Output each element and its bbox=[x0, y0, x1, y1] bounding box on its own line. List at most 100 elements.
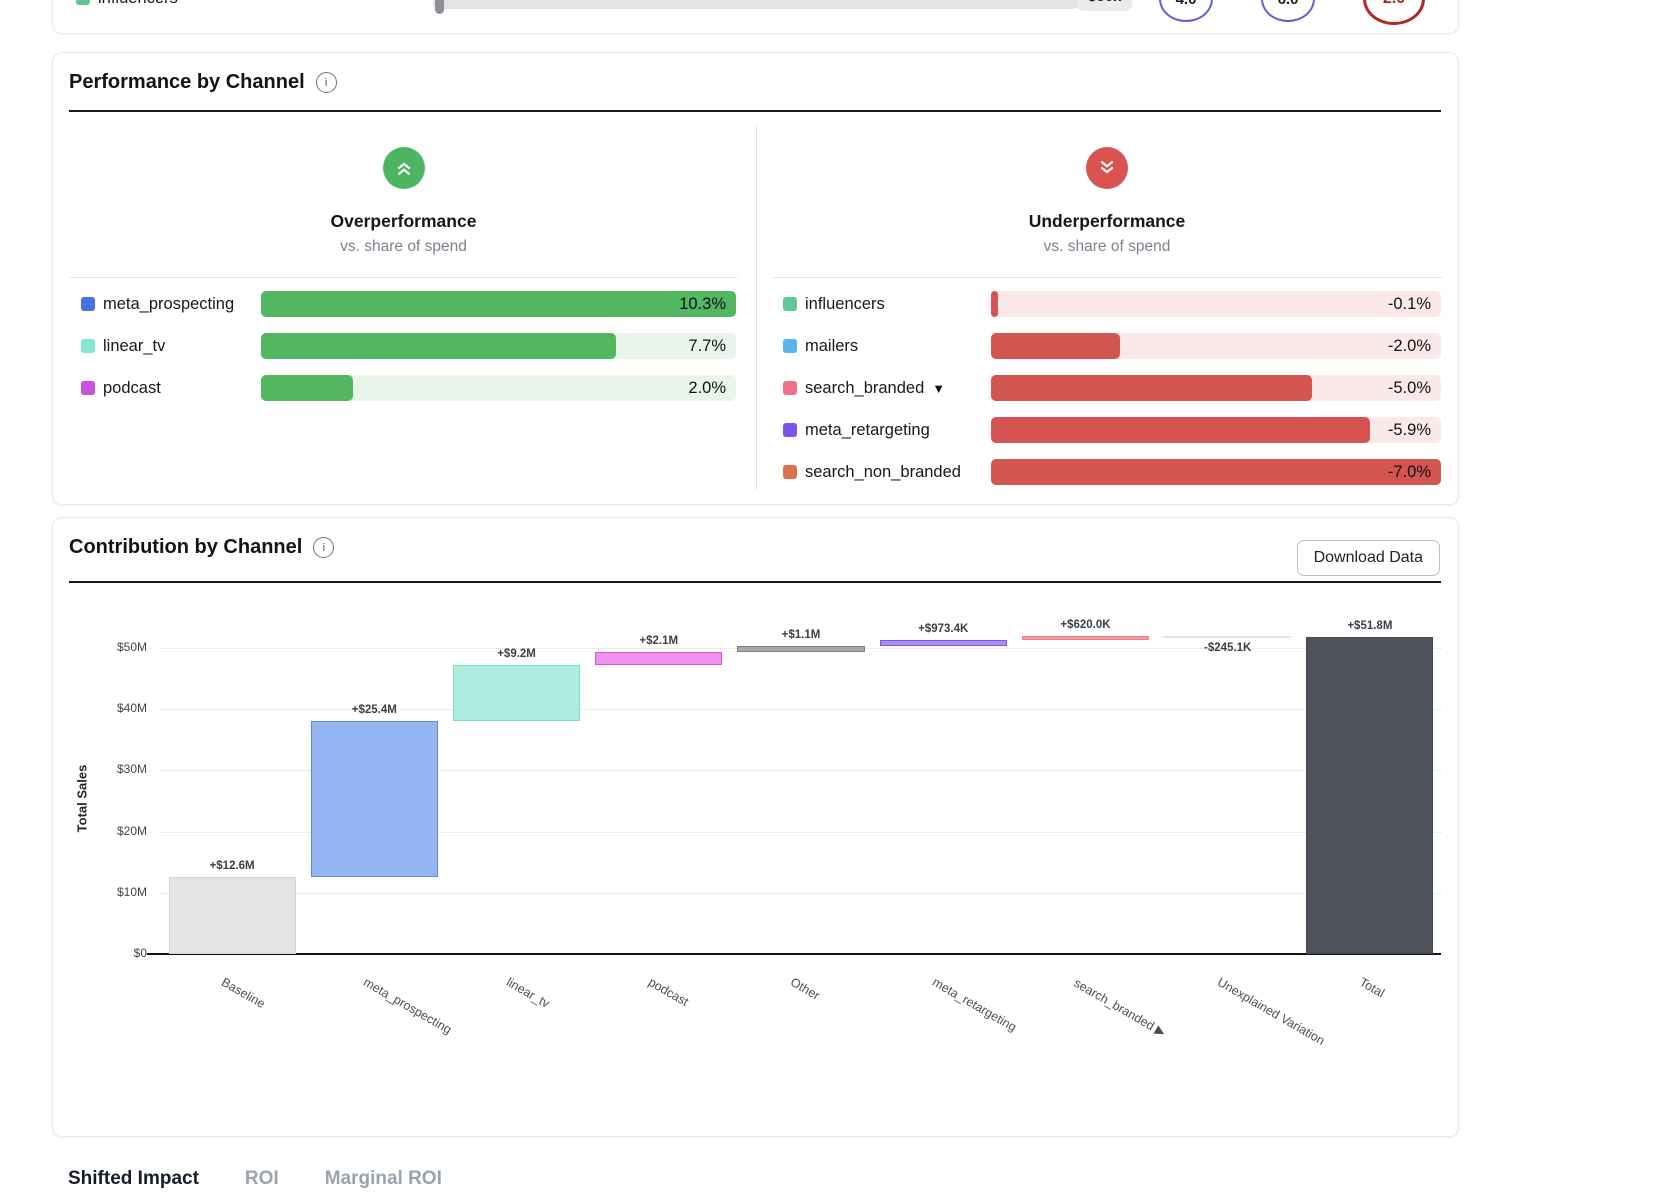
performance-bar-track[interactable]: -0.1% bbox=[991, 291, 1441, 317]
info-letter: i bbox=[324, 76, 328, 89]
y-tick-label: $30M bbox=[116, 762, 147, 777]
info-icon[interactable]: i bbox=[313, 537, 335, 558]
performance-row: linear_tv 7.7% bbox=[69, 325, 738, 367]
x-axis-label: Unexplained Variation bbox=[1214, 975, 1327, 1048]
performance-value: -2.0% bbox=[1387, 337, 1431, 355]
performance-row-label: mailers bbox=[805, 337, 859, 355]
meta_prospecting-legend-swatch bbox=[81, 297, 95, 311]
performance-bar-fill bbox=[261, 375, 354, 401]
x-axis-line bbox=[147, 953, 1441, 955]
bar-value-label: +$9.2M bbox=[497, 648, 536, 661]
gridline bbox=[161, 831, 1441, 833]
channel-row-label: influencers bbox=[98, 0, 178, 11]
performance-row-label: podcast bbox=[103, 379, 161, 397]
waterfall-bar-total[interactable] bbox=[1306, 636, 1434, 954]
budget-value-chip: $56k bbox=[1077, 0, 1133, 11]
performance-row-label: meta_prospecting bbox=[103, 295, 235, 313]
performance-by-channel-card: Performance by Channel i Overperformance… bbox=[52, 52, 1459, 505]
performance-row-label: search_non_branded bbox=[805, 463, 961, 481]
overperformance-rows: meta_prospecting 10.3% linear_tv 7.7% podcas… bbox=[69, 283, 738, 409]
tab-shifted-impact[interactable]: Shifted Impact bbox=[68, 1168, 199, 1189]
underperformance-rows: influencers -0.1% mailers -2.0% search_brand… bbox=[771, 283, 1443, 493]
mailers-legend-swatch bbox=[783, 339, 797, 353]
performance-row-label: meta_retargeting bbox=[805, 421, 930, 439]
metric-badges: 4.0 6.0 2.0 bbox=[1159, 0, 1425, 25]
performance-bar-track[interactable]: -5.9% bbox=[991, 417, 1441, 443]
bar-value-label: +$620.0K bbox=[1060, 618, 1111, 631]
contribution-section-title: Contribution by Channel i bbox=[69, 536, 335, 559]
column-divider bbox=[771, 277, 1443, 278]
x-axis-label: Other bbox=[788, 975, 823, 1003]
waterfall-bar-unexplainedvariation[interactable] bbox=[1164, 635, 1292, 638]
performance-bar-track[interactable]: 2.0% bbox=[261, 375, 736, 401]
tab-roi[interactable]: ROI bbox=[244, 1168, 279, 1189]
budget-allocation-card: influencers $56k 4.0 6.0 2.0 bbox=[52, 0, 1459, 34]
contribution-by-channel-card: Contribution by Channel i Download Data … bbox=[52, 517, 1459, 1137]
performance-row: search_branded ▼ -5.0% bbox=[771, 367, 1443, 409]
info-icon[interactable]: i bbox=[315, 72, 337, 93]
performance-value: 10.3% bbox=[679, 295, 726, 313]
performance-bar-track[interactable]: -5.0% bbox=[991, 375, 1441, 401]
gridline bbox=[161, 770, 1441, 772]
budget-slider-handle[interactable] bbox=[435, 0, 444, 14]
performance-bar-track[interactable]: 7.7% bbox=[261, 333, 736, 359]
search_non_branded-legend-swatch bbox=[783, 465, 797, 479]
bar-value-label: +$973.4K bbox=[918, 622, 969, 635]
influencers-legend-swatch bbox=[783, 297, 797, 311]
vertical-divider bbox=[756, 125, 757, 490]
y-axis-title: Total Sales bbox=[74, 764, 90, 833]
x-axis-label: meta_prospecting bbox=[361, 975, 455, 1037]
metric-badge-3: 2.0 bbox=[1363, 0, 1425, 25]
underperformance-subheading: vs. share of spend bbox=[1043, 238, 1171, 255]
waterfall-bar-meta_retargeting[interactable] bbox=[879, 639, 1007, 646]
performance-bar-fill bbox=[261, 291, 736, 317]
waterfall-chart: Total Sales $0 $10M $20M $30M $40M $50M +$12.6M… bbox=[53, 518, 1458, 1136]
budget-slider[interactable] bbox=[433, 0, 1079, 14]
x-axis-label: podcast bbox=[645, 975, 691, 1010]
underperformance-heading: Underperformance bbox=[1028, 211, 1186, 231]
overperformance-heading: Overperformance bbox=[330, 211, 477, 231]
performance-value: 7.7% bbox=[688, 337, 726, 355]
x-axis-label: Baseline bbox=[219, 975, 268, 1012]
bar-value-label: +$51.8M bbox=[1347, 619, 1393, 632]
underperformance-badge bbox=[1086, 147, 1128, 189]
metric-badge-1: 4.0 bbox=[1159, 0, 1213, 22]
bar-value-label: +$25.4M bbox=[351, 704, 397, 717]
overperformance-subheading: vs. share of spend bbox=[340, 238, 467, 255]
waterfall-bar-meta_prospecting[interactable] bbox=[310, 721, 438, 877]
tab-marginal-roi[interactable]: Marginal ROI bbox=[324, 1168, 442, 1189]
waterfall-bar-podcast[interactable] bbox=[595, 652, 723, 666]
metric-tabs: Shifted Impact ROI Marginal ROI bbox=[68, 1168, 442, 1190]
waterfall-bar-linear_tv[interactable] bbox=[452, 665, 581, 722]
performance-bar-fill bbox=[991, 333, 1120, 359]
performance-bar-track[interactable]: -7.0% bbox=[991, 459, 1441, 485]
performance-bar-track[interactable]: -2.0% bbox=[991, 333, 1441, 359]
x-axis-label: search_branded ▶ bbox=[1071, 975, 1169, 1040]
gridline bbox=[161, 709, 1441, 711]
performance-bar-track[interactable]: 10.3% bbox=[261, 291, 736, 317]
performance-bar-fill bbox=[991, 375, 1313, 401]
bar-value-label: +$1.1M bbox=[781, 628, 821, 641]
bar-value-label: +$2.1M bbox=[639, 635, 679, 648]
performance-row: mailers -2.0% bbox=[771, 325, 1443, 367]
performance-value: -7.0% bbox=[1387, 463, 1431, 481]
info-letter: i bbox=[322, 541, 326, 554]
bar-value-label: -$245.1K bbox=[1204, 642, 1252, 655]
podcast-legend-swatch bbox=[81, 381, 95, 395]
overperformance-badge bbox=[382, 147, 425, 189]
performance-row-label: linear_tv bbox=[103, 337, 166, 355]
waterfall-bar-search_branded[interactable] bbox=[1021, 635, 1150, 640]
performance-bar-fill bbox=[991, 417, 1371, 443]
performance-value: 2.0% bbox=[688, 379, 726, 397]
bar-value-label: +$12.6M bbox=[209, 859, 255, 872]
performance-row-label: search_branded ▼ bbox=[805, 379, 946, 397]
performance-row: search_non_branded -7.0% bbox=[771, 451, 1443, 493]
performance-value: -5.9% bbox=[1387, 421, 1431, 439]
waterfall-bar-other[interactable] bbox=[737, 645, 865, 653]
performance-bar-fill bbox=[991, 459, 1441, 485]
y-tick-label: $0 bbox=[133, 946, 147, 960]
performance-row: influencers -0.1% bbox=[771, 283, 1443, 325]
waterfall-bar-baseline[interactable] bbox=[168, 876, 296, 954]
download-data-button[interactable]: Download Data bbox=[1296, 540, 1440, 576]
y-tick-label: $10M bbox=[116, 884, 147, 899]
